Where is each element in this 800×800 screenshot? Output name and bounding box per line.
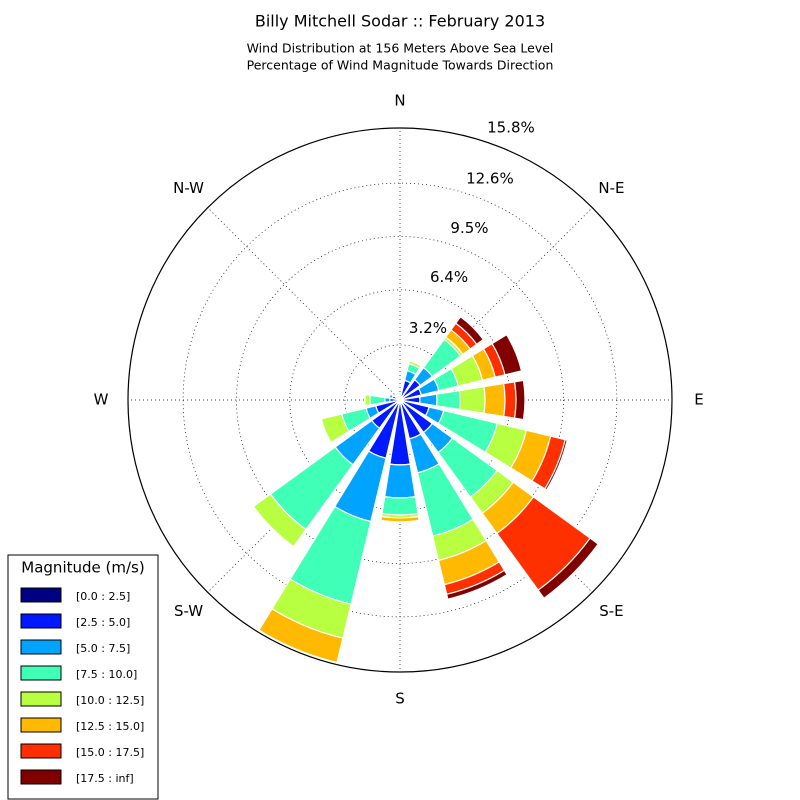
legend-label: [12.5 : 15.0] xyxy=(76,720,144,733)
legend-label: [15.0 : 17.5] xyxy=(76,746,144,759)
wedge xyxy=(491,333,523,376)
direction-label: W xyxy=(94,391,109,409)
legend-label: [5.0 : 7.5] xyxy=(76,642,130,655)
legend-swatch xyxy=(20,743,62,759)
wedge xyxy=(544,438,568,491)
wedge xyxy=(483,382,506,418)
legend-swatch xyxy=(20,613,62,629)
wedge xyxy=(320,413,350,444)
grid-line xyxy=(236,236,564,564)
legend-swatch xyxy=(20,691,62,707)
direction-label: S xyxy=(395,690,405,708)
wedge xyxy=(364,393,371,407)
direction-label: E xyxy=(694,391,703,409)
wedge xyxy=(383,463,417,499)
wedge xyxy=(445,569,508,600)
wedge xyxy=(384,396,391,404)
wedge xyxy=(396,393,400,397)
wedge xyxy=(252,493,307,548)
legend-title: Magnitude (m/s) xyxy=(21,559,144,577)
wedge xyxy=(388,393,394,399)
wedge xyxy=(380,515,420,523)
r-tick-label: 6.4% xyxy=(430,268,468,286)
direction-label: N xyxy=(394,92,405,110)
spoke-grid-line xyxy=(207,207,401,401)
wedge xyxy=(537,537,600,600)
wedge xyxy=(513,379,526,421)
legend-swatch xyxy=(20,639,62,655)
legend-swatch xyxy=(20,717,62,733)
direction-label: N-E xyxy=(598,179,624,197)
direction-label: S-W xyxy=(174,602,203,620)
wedge xyxy=(503,381,517,419)
legend-label: [10.0 : 12.5] xyxy=(76,694,144,707)
chart-title: Billy Mitchell Sodar :: February 2013 xyxy=(255,12,545,31)
r-tick-label: 9.5% xyxy=(450,219,488,237)
labels: N N-E E S-E S S-W W N-W 3.2% 6.4% 9.5% 12.6% 15.8% xyxy=(94,92,704,708)
r-tick-label: 3.2% xyxy=(409,319,447,337)
bars xyxy=(252,315,600,664)
r-tick-label: 15.8% xyxy=(487,119,535,137)
legend-swatch xyxy=(20,769,62,785)
grid-line xyxy=(182,182,618,618)
direction-label: S-E xyxy=(599,602,623,620)
r-tick-label: 12.6% xyxy=(466,169,514,187)
chart-subtitle: Wind Distribution at 156 Meters Above Se… xyxy=(247,41,554,56)
legend-label: [2.5 : 5.0] xyxy=(76,616,130,629)
chart-subtitle: Percentage of Wind Magnitude Towards Dir… xyxy=(247,58,554,73)
legend-label: [0.0 : 2.5] xyxy=(76,590,130,603)
legend-swatch xyxy=(20,665,62,681)
wedge xyxy=(435,389,461,411)
wedge xyxy=(458,386,486,414)
legend-label: [17.5 : inf] xyxy=(76,772,134,785)
wedge xyxy=(381,496,419,516)
legend: Magnitude (m/s) [0.0 : 2.5] [2.5 : 5.0] [5.… xyxy=(7,554,159,800)
wedge xyxy=(454,315,485,346)
legend-label: [7.5 : 10.0] xyxy=(76,668,137,681)
wedge xyxy=(258,608,344,664)
wedge xyxy=(369,394,386,406)
wedge xyxy=(419,393,438,407)
direction-label: N-W xyxy=(173,179,204,197)
polar-frame xyxy=(127,127,673,673)
wedge xyxy=(408,359,423,367)
legend-swatch xyxy=(20,587,62,603)
spoke-grid-line xyxy=(399,207,593,401)
